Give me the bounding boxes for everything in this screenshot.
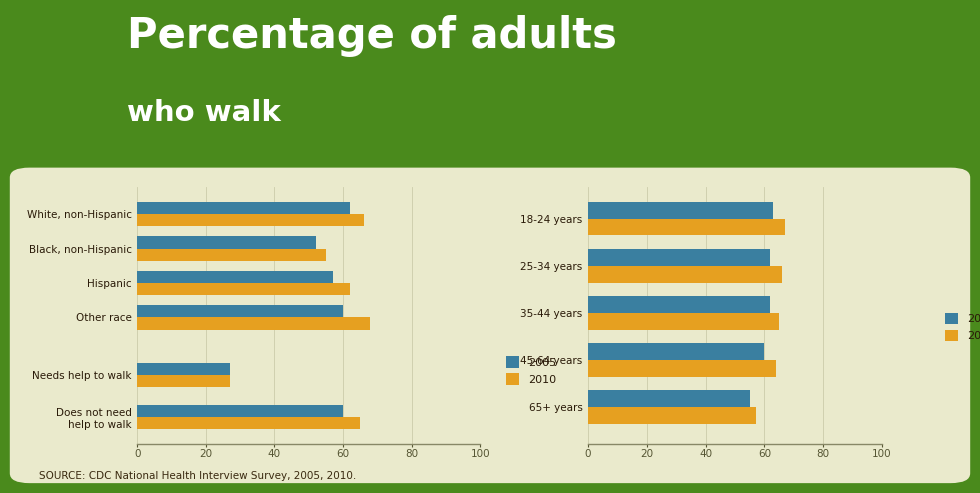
Bar [137,362,229,375]
Bar [137,375,229,387]
Bar [588,343,764,360]
Bar [588,202,773,219]
Bar [137,236,316,248]
Text: Percentage of adults: Percentage of adults [127,15,617,57]
Bar [137,271,332,283]
Bar [588,313,779,330]
Bar [137,214,364,226]
Bar [588,407,756,424]
Legend: 2005, 2010: 2005, 2010 [941,308,980,346]
Text: who walk: who walk [127,99,281,127]
Text: SOURCE: CDC National Health Interview Survey, 2005, 2010.: SOURCE: CDC National Health Interview Su… [39,471,357,481]
Bar [588,390,750,407]
Bar [588,296,770,313]
Bar [137,283,350,295]
Bar [137,305,343,317]
Bar [137,248,325,261]
Bar [137,417,361,429]
Legend: 2005, 2010: 2005, 2010 [501,352,561,389]
FancyBboxPatch shape [10,168,970,483]
Bar [588,219,785,236]
Bar [588,249,770,266]
Bar [137,202,350,214]
Bar [588,360,776,377]
Bar [588,266,782,282]
Bar [137,317,370,330]
Bar [137,405,343,417]
